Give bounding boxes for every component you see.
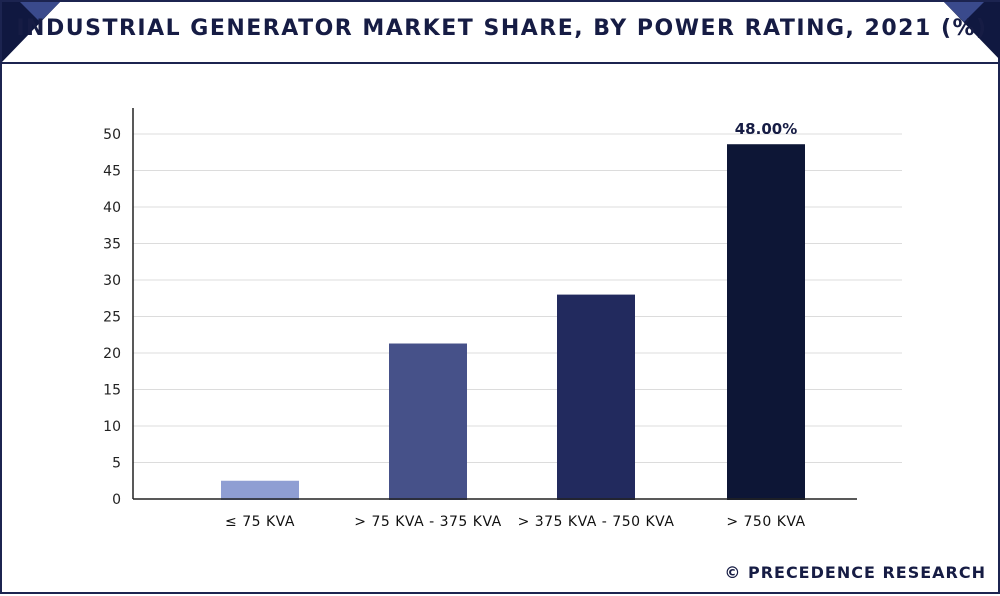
y-tick-label: 5 <box>112 456 121 472</box>
y-tick-label: 45 <box>103 164 121 180</box>
x-tick-label: ≤ 75 KVA <box>225 514 295 530</box>
bar <box>389 343 467 500</box>
y-tick-label: 10 <box>103 419 121 435</box>
corner-left-highlight <box>20 2 60 22</box>
y-tick-label: 50 <box>103 127 121 143</box>
y-tick-label: 35 <box>103 237 121 253</box>
bars <box>221 144 805 500</box>
y-tick-label: 20 <box>103 346 121 362</box>
x-tick-label: > 750 KVA <box>726 514 805 530</box>
y-tick-label: 25 <box>103 310 121 326</box>
header-divider <box>2 62 1000 64</box>
y-tick-label: 15 <box>103 383 121 399</box>
header-bar: INDUSTRIAL GENERATOR MARKET SHARE, BY PO… <box>2 2 1000 64</box>
x-tick-label: > 375 KVA - 750 KVA <box>518 514 675 530</box>
header-corner-decorations <box>2 2 1000 62</box>
y-tick-label: 30 <box>103 273 121 289</box>
chart-title: INDUSTRIAL GENERATOR MARKET SHARE, BY PO… <box>16 16 988 41</box>
data-labels: 48.00% <box>735 120 797 138</box>
corner-left-decoration <box>2 2 60 62</box>
y-tick-label: 40 <box>103 200 121 216</box>
y-axis-ticks: 0 5 10 15 20 25 30 35 40 45 50 <box>103 127 121 508</box>
bar <box>557 294 635 500</box>
source-credit: © PRECEDENCE RESEARCH <box>724 563 986 582</box>
bar <box>221 480 299 500</box>
y-tick-label: 0 <box>112 492 121 508</box>
corner-right-highlight <box>944 2 984 22</box>
data-label: 48.00% <box>735 120 797 138</box>
x-axis-labels: ≤ 75 KVA > 75 KVA - 375 KVA > 375 KVA - 75… <box>225 514 805 530</box>
bar <box>727 144 805 500</box>
x-tick-label: > 75 KVA - 375 KVA <box>354 514 501 530</box>
